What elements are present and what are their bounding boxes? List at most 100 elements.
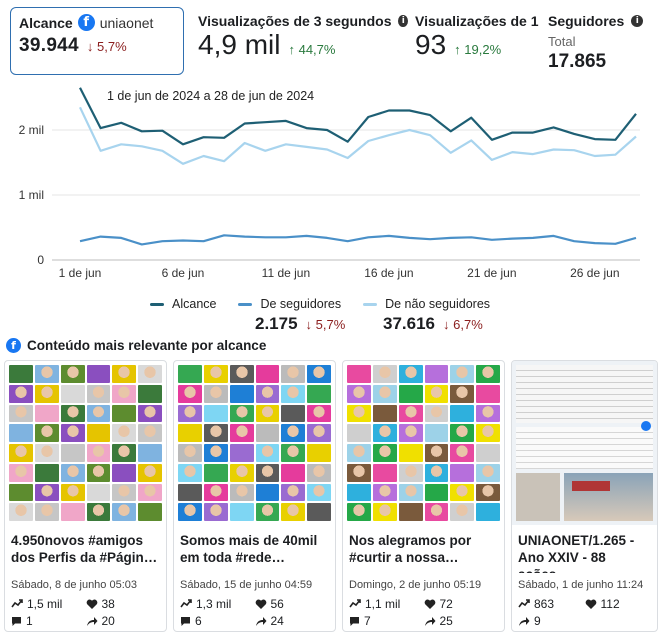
collage-cell: [398, 404, 423, 423]
post-stats: 1,3 mil 56 6 24: [180, 597, 329, 628]
collage-cell: [424, 404, 449, 423]
stat-comments-value: 1: [26, 614, 33, 628]
y-tick-label: 0: [37, 253, 44, 267]
x-tick-label: 11 de jun: [262, 266, 311, 280]
stat-shares-value: 9: [534, 614, 541, 628]
collage-cell: [203, 384, 228, 403]
collage-cell: [34, 444, 59, 462]
collage-cell: [9, 424, 33, 442]
collage-cell: [450, 384, 475, 403]
metric-views3s[interactable]: Visualizações de 3 segundos i 4,9 mil ↑ …: [198, 7, 408, 75]
collage-cell: [34, 503, 59, 521]
stat-reach: 1,5 mil: [11, 597, 86, 611]
post-date: Domingo, 2 de junho 05:19: [349, 579, 482, 591]
collage-cell: [34, 483, 59, 502]
comment-icon: [12, 616, 21, 626]
collage-cell: [178, 503, 202, 521]
post-card[interactable]: UNIAONET/1.265 - Ano XXIV - 88 ações… Sá…: [511, 360, 658, 632]
trend-icon: [349, 599, 361, 608]
post-card[interactable]: Somos mais de 40mil em toda #rede… Sábad…: [173, 360, 336, 632]
screenshot-image: [512, 361, 657, 525]
collage-image: [174, 361, 335, 525]
post-stats: 1,1 mil 72 7 25: [349, 597, 498, 628]
comment-icon: [350, 616, 359, 626]
collage-cell: [347, 463, 371, 482]
info-icon[interactable]: i: [631, 15, 644, 27]
x-tick-label: 16 de jun: [364, 266, 413, 280]
post-thumbnail[interactable]: [512, 361, 657, 525]
collage-cell: [372, 483, 397, 502]
collage-cell: [281, 404, 306, 423]
metric-followers[interactable]: Seguidores i Total 17.865: [548, 7, 656, 75]
collage-cell: [347, 444, 371, 462]
collage-cell: [347, 424, 371, 442]
legend-swatch: [238, 302, 253, 306]
post-card[interactable]: Nos alegramos por #curtir a nossa… Domin…: [342, 360, 505, 632]
metric-views1-change-value: 19,2%: [464, 42, 502, 57]
stat-shares-value: 25: [439, 614, 453, 628]
collage-cell: [86, 384, 111, 403]
collage-cell: [9, 384, 33, 403]
post-date: Sábado, 1 de junho 11:24: [518, 579, 644, 591]
collage-cell: [86, 483, 111, 502]
collage-cell: [281, 503, 306, 521]
collage-cell: [347, 384, 371, 403]
series-line-0: [79, 87, 637, 146]
post-title: UNIAONET/1.265 - Ano XXIV - 88 ações…: [518, 533, 635, 573]
total-followers-value: 2.175: [255, 314, 298, 333]
page-name: uniaonet: [99, 14, 154, 31]
stat-reactions: 56: [255, 597, 330, 611]
post-thumbnail[interactable]: [174, 361, 335, 525]
metric-views3s-change-value: 44,7%: [298, 42, 336, 57]
collage-cell: [229, 384, 254, 403]
collage-cell: [34, 384, 59, 403]
post-thumbnail[interactable]: [343, 361, 504, 525]
trend-icon: [11, 599, 23, 608]
x-tick-label: 21 de jun: [467, 266, 516, 280]
section-title-text: Conteúdo mais relevante por alcance: [27, 338, 267, 353]
post-title: Nos alegramos por #curtir a nossa…: [349, 533, 472, 565]
legend-item-non-followers[interactable]: De não seguidores: [363, 297, 490, 311]
collage-cell: [372, 384, 397, 403]
stat-reach-value: 1,5 mil: [27, 597, 63, 611]
total-non-followers-change: ↓ 6,7%: [443, 317, 483, 332]
collage-cell: [281, 384, 306, 403]
post-stats: 863 112 9: [518, 597, 651, 628]
heart-icon: [86, 599, 97, 609]
metric-reach-card[interactable]: Alcance f uniaonet 39.944 ↓ 5,7%: [10, 7, 184, 75]
collage-cell: [450, 404, 475, 423]
metric-views1[interactable]: Visualizações de 1 93 ↑ 19,2%: [415, 7, 540, 75]
reach-line-chart: 0 1 mil 2 mil 1 de jun 6 de jun 11 de jun 16 d…: [19, 87, 640, 280]
stat-shares: 9: [518, 614, 585, 628]
collage-cell: [203, 503, 228, 521]
metric-views3s-value: 4,9 mil: [198, 29, 281, 60]
collage-cell: [398, 463, 423, 482]
post-card[interactable]: 4.950novos #amigos dos Perfis da #Págin……: [4, 360, 167, 632]
arrow-up-icon: ↑: [288, 42, 295, 57]
metric-reach-change: ↓ 5,7%: [87, 39, 127, 54]
collage-cell: [60, 365, 85, 383]
collage-cell: [372, 463, 397, 482]
legend-item-reach[interactable]: Alcance: [150, 297, 216, 311]
collage-cell: [476, 404, 500, 423]
collage-cell: [9, 483, 33, 502]
post-thumbnail[interactable]: [5, 361, 166, 525]
info-icon[interactable]: i: [398, 15, 408, 27]
total-followers: 2.175 ↓ 5,7%: [255, 314, 345, 334]
collage-cell: [450, 424, 475, 442]
collage-cell: [424, 384, 449, 403]
stat-shares-value: 24: [270, 614, 284, 628]
metric-followers-sub: Total: [548, 34, 576, 49]
collage-cell: [34, 463, 59, 482]
trend-icon: [180, 599, 192, 608]
collage-cell: [203, 444, 228, 462]
collage-cell: [86, 404, 111, 423]
legend-item-followers[interactable]: De seguidores: [238, 297, 341, 311]
legend-swatch: [150, 302, 164, 306]
collage-cell: [281, 365, 306, 383]
metric-views3s-change: ↑ 44,7%: [288, 42, 335, 57]
collage-cell: [307, 483, 331, 502]
collage-cell: [424, 483, 449, 502]
legend-label: De não seguidores: [385, 297, 491, 311]
stat-comments-value: 7: [364, 614, 371, 628]
